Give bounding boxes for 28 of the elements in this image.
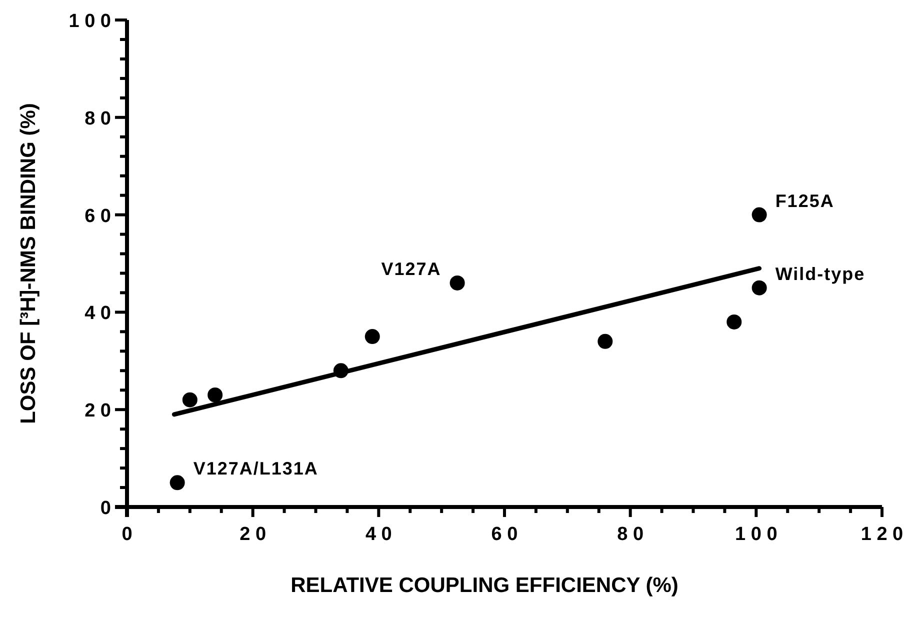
x-tick-label: 1 2 0 <box>860 524 904 545</box>
point <box>182 392 198 408</box>
x-tick-label: 4 0 <box>365 524 392 545</box>
point <box>598 334 613 349</box>
annotation: Wild-type <box>775 264 866 284</box>
x-tick-label: 0 <box>122 524 132 545</box>
x-axis-title: RELATIVE COUPLING EFFICIENCY (%) <box>290 574 678 597</box>
y-tick-label: 4 0 <box>84 303 111 324</box>
x-tick-label: 1 0 0 <box>735 524 778 545</box>
y-axis-title: LOSS OF [³H]-NMS BINDING (%) <box>17 103 40 424</box>
x-tick-label: 8 0 <box>617 524 644 545</box>
y-tick-label: 8 0 <box>84 108 111 130</box>
annotation: F125A <box>775 190 834 211</box>
y-tick-label: 1 0 0 <box>68 11 111 32</box>
point <box>364 329 380 344</box>
point <box>726 314 742 330</box>
point <box>208 387 223 402</box>
point <box>450 275 465 290</box>
point <box>170 475 185 490</box>
annotation: V127A <box>381 258 442 279</box>
annotation: V127A/L131A <box>193 458 318 479</box>
x-tick-label: 6 0 <box>491 524 518 545</box>
x-tick-label: 2 0 <box>240 524 266 545</box>
point <box>752 280 767 296</box>
point <box>752 207 767 222</box>
y-tick-label: 0 <box>100 498 111 519</box>
y-tick-label: 2 0 <box>84 400 111 422</box>
y-tick-label: 6 0 <box>84 206 111 227</box>
